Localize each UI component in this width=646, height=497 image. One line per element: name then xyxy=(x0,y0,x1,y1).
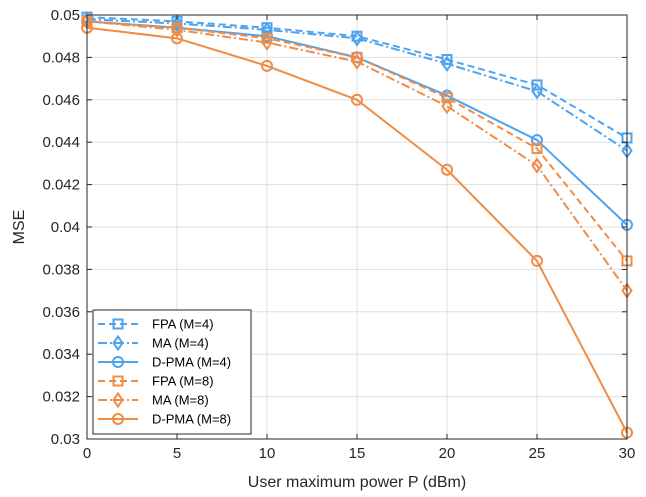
data-point xyxy=(441,55,453,73)
legend-label: FPA (M=8) xyxy=(152,374,214,389)
axis-ticks xyxy=(86,14,628,440)
data-point xyxy=(171,32,183,45)
y-tick-label: 0.05 xyxy=(51,7,80,24)
y-tick-label: 0.032 xyxy=(42,389,80,406)
legend-marker xyxy=(112,334,124,352)
x-tick-label: 0 xyxy=(83,445,91,462)
y-tick-label: 0.042 xyxy=(42,177,80,194)
data-point xyxy=(351,30,363,47)
data-point xyxy=(441,54,453,66)
data-point xyxy=(351,53,363,70)
legend-label: FPA (M=4) xyxy=(152,317,214,332)
x-tick-label: 20 xyxy=(439,445,456,462)
legend-label: MA (M=4) xyxy=(152,336,209,351)
legend-label: D-PMA (M=8) xyxy=(152,412,231,427)
data-point xyxy=(531,254,543,267)
data-point xyxy=(531,83,543,100)
legend-marker xyxy=(112,318,124,330)
legend: FPA (M=4) MA (M=4) D-PMA (M=4) FPA (M=8) MA … xyxy=(92,309,252,435)
data-point xyxy=(261,32,273,44)
legend-label: D-PMA (M=4) xyxy=(152,355,231,370)
data-point xyxy=(171,21,183,39)
y-tick-label: 0.04 xyxy=(51,219,80,236)
y-tick-label: 0.034 xyxy=(42,346,80,363)
x-tick-labels: 0 5 10 15 20 25 30 xyxy=(83,445,636,462)
y-tick-label: 0.048 xyxy=(42,49,80,66)
y-axis-label: MSE xyxy=(11,210,28,245)
y-tick-labels: 0.03 0.032 0.034 0.036 0.038 0.04 0.042 0.044 0.… xyxy=(42,7,80,448)
data-point xyxy=(441,163,453,176)
series-line-4 xyxy=(86,20,628,262)
y-tick-label: 0.046 xyxy=(42,92,80,109)
y-tick-label: 0.038 xyxy=(42,261,80,278)
series-markers-5 xyxy=(81,13,633,299)
data-point xyxy=(531,134,543,147)
legend-marker xyxy=(112,375,124,387)
data-point xyxy=(171,15,183,32)
x-tick-label: 10 xyxy=(259,445,276,462)
legend-label: MA (M=8) xyxy=(152,393,209,408)
y-tick-label: 0.036 xyxy=(42,304,80,321)
legend-marker xyxy=(112,413,124,425)
y-tick-label: 0.044 xyxy=(42,134,80,151)
data-point xyxy=(351,51,363,63)
data-point xyxy=(531,157,543,174)
x-axis-label: User maximum power P (dBm) xyxy=(248,474,466,491)
data-point xyxy=(531,79,543,91)
y-tick-label: 0.03 xyxy=(51,431,80,448)
data-point xyxy=(441,97,453,115)
legend-marker xyxy=(112,356,124,368)
x-tick-label: 5 xyxy=(173,445,181,462)
data-point xyxy=(261,59,273,72)
data-point xyxy=(531,143,543,155)
data-point xyxy=(441,92,453,104)
legend-marker xyxy=(112,391,124,409)
data-point xyxy=(351,93,363,106)
series-line-6 xyxy=(86,26,628,434)
x-tick-label: 15 xyxy=(349,445,366,462)
x-tick-label: 30 xyxy=(619,445,636,462)
x-tick-label: 25 xyxy=(529,445,546,462)
data-point xyxy=(261,34,273,51)
